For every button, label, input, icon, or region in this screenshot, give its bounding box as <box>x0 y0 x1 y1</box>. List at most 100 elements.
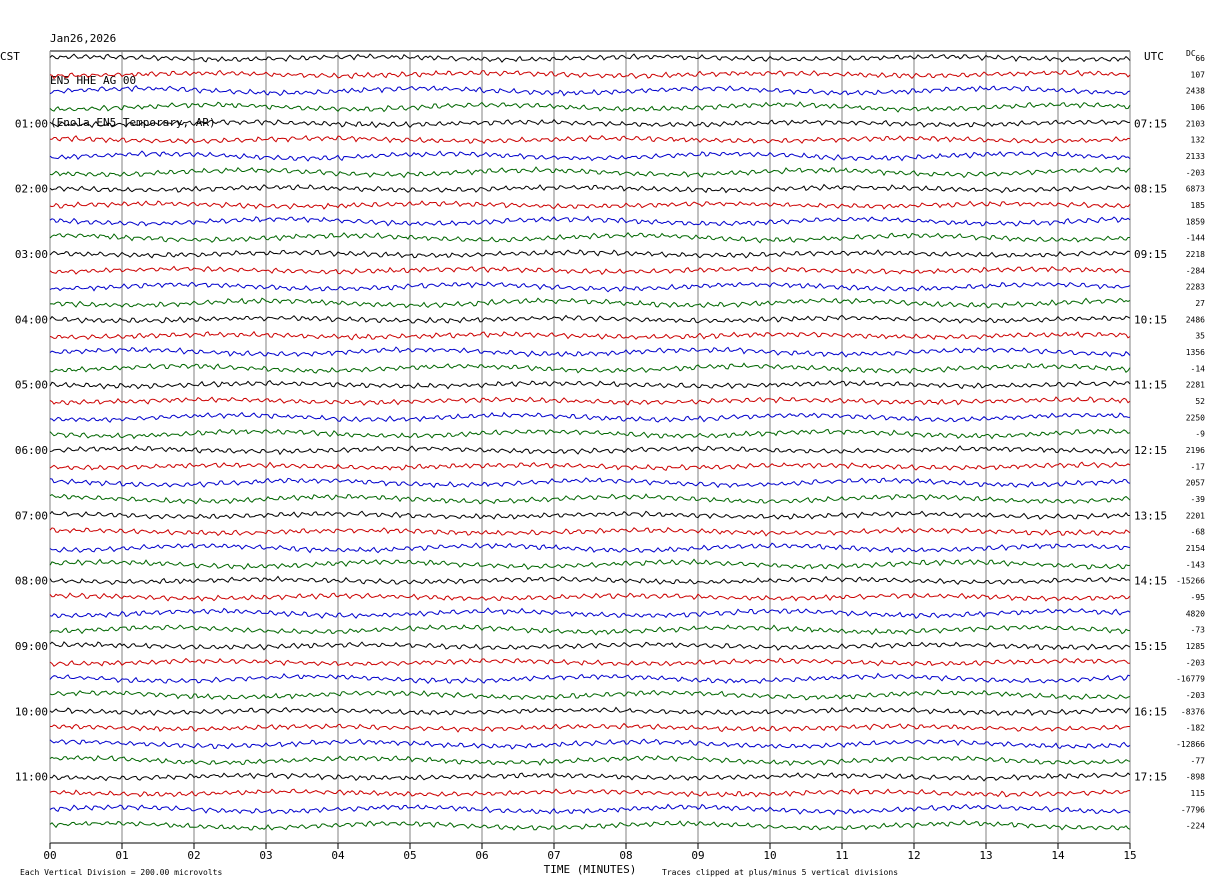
seismic-trace <box>49 428 1131 440</box>
seismic-trace <box>49 265 1131 276</box>
date-label: Jan26,2026 <box>50 32 117 45</box>
seismic-trace <box>49 380 1131 390</box>
seismic-trace <box>49 396 1131 406</box>
dc-offset-label: 1356 <box>1186 348 1205 357</box>
dc-offset-label: 2154 <box>1186 544 1205 553</box>
right-hour-label: 17:15 <box>1134 771 1167 784</box>
seismic-trace <box>49 118 1131 129</box>
seismic-trace <box>49 150 1131 162</box>
x-tick-label: 12 <box>907 849 920 862</box>
dc-offset-label: 66 <box>1195 54 1205 63</box>
seismic-trace <box>49 166 1131 179</box>
x-tick-label: 15 <box>1123 849 1136 862</box>
dc-header-label: DC <box>1186 49 1196 58</box>
dc-offset-label: 27 <box>1195 299 1205 308</box>
dc-offset-label: -203 <box>1186 168 1205 177</box>
dc-offset-label: 2201 <box>1186 511 1205 520</box>
dc-offset-label: 107 <box>1191 70 1206 79</box>
seismic-trace <box>49 215 1131 227</box>
seismic-trace <box>49 771 1131 782</box>
dc-offset-label: -16779 <box>1176 675 1205 684</box>
seismic-trace <box>49 624 1131 636</box>
seismic-trace <box>49 510 1130 520</box>
seismic-trace <box>49 607 1131 620</box>
x-tick-label: 14 <box>1051 849 1065 862</box>
right-hour-label: 10:15 <box>1134 313 1167 326</box>
dc-offset-label: -15266 <box>1176 577 1205 586</box>
x-tick-label: 04 <box>331 849 345 862</box>
dc-offset-label: 2057 <box>1186 479 1205 488</box>
dc-offset-label: -8376 <box>1181 707 1205 716</box>
dc-offset-label: -284 <box>1186 266 1205 275</box>
dc-offset-label: -7796 <box>1181 805 1205 814</box>
dc-offset-label: 115 <box>1191 789 1206 798</box>
seismic-trace <box>49 641 1131 651</box>
left-hour-label: 09:00 <box>15 640 48 653</box>
seismic-trace <box>49 657 1131 667</box>
right-hour-label: 11:15 <box>1134 379 1167 392</box>
right-hour-label: 15:15 <box>1134 640 1167 653</box>
dc-offset-label: -144 <box>1186 234 1205 243</box>
seismic-trace <box>49 249 1131 259</box>
seismic-trace <box>49 477 1131 489</box>
dc-offset-label: -203 <box>1186 658 1205 667</box>
right-hour-label: 14:15 <box>1134 575 1167 588</box>
seismic-trace <box>49 738 1131 750</box>
seismic-trace <box>49 706 1131 717</box>
dc-offset-label: 132 <box>1191 136 1206 145</box>
dc-offset-label: -898 <box>1186 773 1205 782</box>
seismic-trace <box>49 281 1131 293</box>
seismic-trace <box>49 542 1131 554</box>
left-hour-label: 03:00 <box>15 248 48 261</box>
left-hour-label: 11:00 <box>15 771 48 784</box>
seismic-trace <box>49 672 1131 684</box>
seismic-trace <box>49 445 1131 456</box>
seismic-trace <box>49 232 1130 244</box>
right-hour-label: 07:15 <box>1134 117 1167 130</box>
left-hour-label: 08:00 <box>15 575 48 588</box>
right-hour-label: 12:15 <box>1134 444 1167 457</box>
seismic-trace <box>49 297 1131 309</box>
dc-offset-label: -77 <box>1191 756 1206 765</box>
x-tick-label: 05 <box>403 849 416 862</box>
seismic-trace <box>49 200 1131 210</box>
dc-offset-label: 35 <box>1195 332 1205 341</box>
x-tick-label: 06 <box>475 849 488 862</box>
left-hour-label: 05:00 <box>15 379 48 392</box>
seismic-trace <box>49 526 1131 537</box>
dc-offset-label: -182 <box>1186 724 1205 733</box>
dc-offset-label: -143 <box>1186 560 1205 569</box>
seismic-trace <box>49 330 1131 341</box>
seismic-trace <box>49 575 1131 586</box>
dc-offset-label: 2133 <box>1186 152 1205 161</box>
seismic-trace <box>50 134 1131 145</box>
seismic-trace <box>49 53 1131 63</box>
clip-note: Traces clipped at plus/minus 5 vertical … <box>662 868 898 877</box>
dc-offset-label: 2196 <box>1186 446 1205 455</box>
dc-offset-label: 2250 <box>1186 413 1205 422</box>
seismic-trace <box>49 69 1131 80</box>
dc-offset-label: -68 <box>1191 528 1206 537</box>
seismic-trace <box>50 722 1130 733</box>
x-tick-label: 01 <box>115 849 128 862</box>
seismic-trace <box>49 362 1131 374</box>
left-hour-label: 01:00 <box>15 117 48 130</box>
dc-offset-label: -39 <box>1191 495 1206 504</box>
seismic-trace <box>49 819 1131 831</box>
dc-offset-label: 2283 <box>1186 283 1205 292</box>
x-tick-label: 03 <box>259 849 272 862</box>
left-timezone-label: CST <box>0 50 20 63</box>
right-hour-label: 13:15 <box>1134 509 1167 522</box>
x-tick-label: 13 <box>979 849 992 862</box>
seismic-trace <box>49 689 1131 701</box>
dc-offset-label: 1859 <box>1186 217 1205 226</box>
right-hour-label: 09:15 <box>1134 248 1167 261</box>
right-hour-label: 16:15 <box>1134 705 1167 718</box>
dc-offset-label: 185 <box>1191 201 1206 210</box>
seismic-trace <box>49 314 1131 324</box>
right-timezone-label: UTC <box>1144 50 1164 63</box>
x-tick-label: 11 <box>835 849 848 862</box>
x-tick-label: 09 <box>691 849 704 862</box>
dc-offset-label: 2218 <box>1186 250 1205 259</box>
